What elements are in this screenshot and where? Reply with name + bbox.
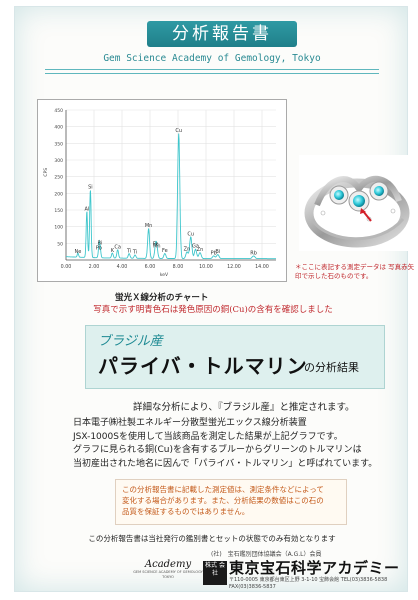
peak-label: Rb xyxy=(250,250,257,256)
spectrum-line xyxy=(66,133,276,260)
header-divider-thin xyxy=(45,73,379,74)
y-tick-label: 200 xyxy=(54,191,63,197)
y-tick-label: 450 xyxy=(54,108,63,114)
peak-label: Zn xyxy=(184,246,191,252)
disclaimer-line: 品質を保証するものではありません。 xyxy=(122,507,250,516)
y-tick-label: 300 xyxy=(54,158,63,164)
x-tick-label: 8.00 xyxy=(173,264,184,270)
origin-estimate: 詳細な分析により、『ブラジル産』と推定されます。 xyxy=(133,402,355,413)
peak-label: Si xyxy=(88,185,93,191)
validity-note: この分析報告書は当社発行の鑑別書とセットの状態でのみ有効となります xyxy=(88,534,336,543)
disclaimer-box: この分析報告書に記載した測定値は、測定条件などによって 変化する場合があります。… xyxy=(115,479,347,525)
academy-logo: Academy GEM SCIENCE ACADEMY OF GEMOLOGY … xyxy=(133,559,203,580)
peak-label: Ga xyxy=(192,244,199,250)
peak-label: Ne xyxy=(74,249,81,255)
x-tick-label: 2.00 xyxy=(89,264,100,270)
report-page: 分析報告書 Gem Science Academy of Gemology, T… xyxy=(14,6,414,592)
x-tick-label: 14.00 xyxy=(255,264,269,270)
header-divider xyxy=(45,69,379,70)
peak-label: Bi xyxy=(97,240,102,246)
academy-logo-word: Academy xyxy=(144,559,192,570)
peak-label: Pb xyxy=(96,246,102,252)
disclaimer-line: 変化する場合があります。また、分析結果の数値はこの石の xyxy=(122,496,324,505)
membership-line: (社) 宝石鑑別団体協議会（A.G.L）会員 xyxy=(211,551,322,558)
peak-label: Fe xyxy=(153,241,159,247)
ring-photo xyxy=(299,155,413,251)
result-suffix: の分析結果 xyxy=(304,361,359,374)
peak-label: Zn xyxy=(197,247,204,253)
x-tick-label: 0.00 xyxy=(61,264,72,270)
x-tick-label: 12.00 xyxy=(227,264,241,270)
y-tick-label: 50 xyxy=(57,241,63,247)
xrf-chart-svg: 50 100 150 200 250 300 350 400 450 0.00 2.00 4.00 6.… xyxy=(43,108,276,278)
x-axis-label: keV xyxy=(160,272,169,278)
peak-label: Mn xyxy=(145,223,152,229)
tourmaline-stone xyxy=(353,195,365,207)
peak-label: Pb xyxy=(211,250,217,256)
red-arrow-icon xyxy=(360,208,372,222)
peak-label: Ti xyxy=(126,248,131,254)
report-title: 分析報告書 xyxy=(147,21,297,47)
analysis-description: 日本電子㈱社製エネルギー分散型蛍光エックス線分析装置 JSX-1000Sを使用し… xyxy=(73,417,393,471)
peak-label: Bi xyxy=(215,249,220,255)
academy-subtitle: Gem Science Academy of Gemology, Tokyo xyxy=(103,53,321,64)
photo-note: ＊ここに表記する測定データは 写真赤矢印で示した石のものです。 xyxy=(295,263,415,280)
organization-address: 〒110-0005 東京都台東区上野 3-1-10 宝飾会館 TEL(03)38… xyxy=(229,577,388,590)
company-type-mark: 株式 会社 xyxy=(203,561,227,585)
y-tick-label: 400 xyxy=(54,125,63,131)
x-tick-label: 6.00 xyxy=(145,264,156,270)
y-tick-label: 250 xyxy=(54,175,63,181)
x-tick-label: 10.00 xyxy=(199,264,213,270)
peak-label: Al xyxy=(84,206,89,212)
tourmaline-stone xyxy=(374,186,384,196)
xrf-chart: 50 100 150 200 250 300 350 400 450 0.00 2.00 4.00 6.… xyxy=(37,99,287,282)
chart-caption: 蛍光Ｘ線分析のチャート xyxy=(115,293,209,303)
y-axis-label: CPS xyxy=(43,168,49,177)
y-tick-label: 350 xyxy=(54,141,63,147)
peak-label: Cu xyxy=(175,128,182,134)
description-line: グラフに見られる銅(Cu)を含有するブルーからグリーンのトルマリンは xyxy=(73,445,362,455)
ring-image xyxy=(304,175,410,248)
disclaimer-line: この分析報告書に記載した測定値は、測定条件などによって xyxy=(122,485,324,494)
x-tick-label: 4.00 xyxy=(117,264,128,270)
peak-label: Cu xyxy=(187,231,194,237)
tourmaline-stone xyxy=(334,190,344,200)
description-line: 日本電子㈱社製エネルギー分散型蛍光エックス線分析装置 xyxy=(73,418,307,428)
peak-label: Ti xyxy=(132,250,137,256)
peak-label: K xyxy=(111,248,115,254)
copper-confirmation-note: 写真で示す明青色石は発色原因の銅(Cu)の含有を確認しました xyxy=(93,305,333,315)
peak-label: Mn xyxy=(153,244,160,250)
result-box: ブラジル産 パライバ・トルマリン の分析結果 xyxy=(85,325,385,389)
description-line: JSX-1000Sを使用して当該商品を測定した結果が上記グラフです。 xyxy=(73,431,343,442)
peak-label: Ca xyxy=(114,245,121,251)
origin-label: ブラジル産 xyxy=(98,334,163,349)
organization-name: 東京宝石科学アカデミー xyxy=(229,559,400,577)
y-tick-label: 100 xyxy=(54,225,63,231)
y-tick-label: 150 xyxy=(54,208,63,214)
peak-label: Fe xyxy=(162,248,168,254)
academy-logo-sub: GEM SCIENCE ACADEMY OF GEMOLOGY TOKYO xyxy=(133,570,203,579)
gem-name: パライバ・トルマリン xyxy=(98,354,308,378)
description-line: 当初産出された地名に因んで「パライバ・トルマリン」と呼ばれています。 xyxy=(73,458,378,469)
